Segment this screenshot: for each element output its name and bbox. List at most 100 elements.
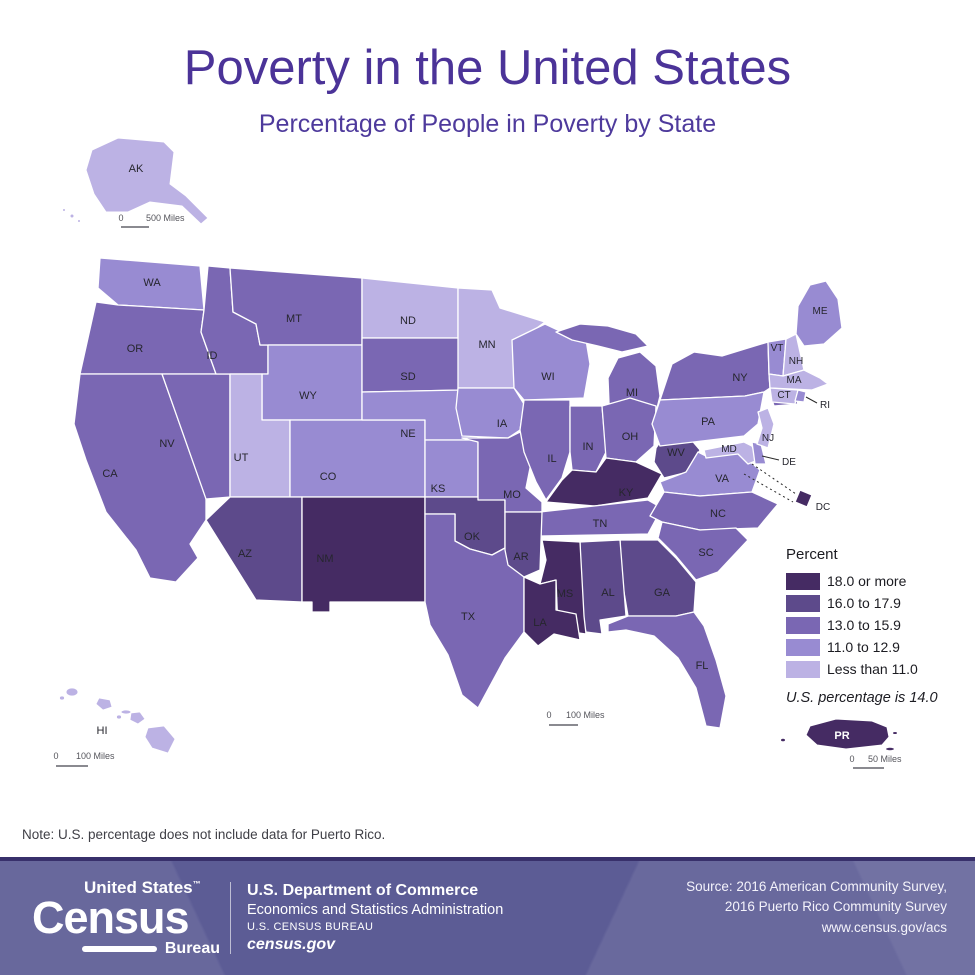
- logo-underline-bar: [82, 946, 157, 953]
- state-ny: [659, 341, 771, 401]
- dept-commerce-line: U.S. Department of Commerce: [247, 881, 479, 899]
- svg-text:0: 0: [53, 751, 58, 761]
- state-dc: [794, 489, 813, 508]
- trademark-symbol: ™: [192, 878, 201, 888]
- state-label-fl: FL: [696, 660, 709, 672]
- svg-text:0: 0: [849, 754, 854, 764]
- page-title: Poverty in the United States: [183, 41, 792, 95]
- state-label-wa: WA: [143, 277, 161, 289]
- state-label-nj: NJ: [762, 433, 774, 444]
- state-label-ut: UT: [234, 452, 249, 464]
- state-label-ok: OK: [464, 531, 481, 543]
- state-label-de: DE: [782, 457, 796, 468]
- state-label-la: LA: [533, 617, 547, 629]
- state-sd: [361, 337, 463, 393]
- state-label-co: CO: [320, 471, 337, 483]
- census-gov-line: census.gov: [247, 936, 336, 954]
- main-map: [73, 257, 843, 729]
- state-mo: [461, 431, 543, 513]
- census-bureau-logo: United States™ Census Bureau: [32, 879, 220, 958]
- puerto-rico-inset: [780, 718, 898, 752]
- logo-census: Census: [32, 891, 190, 943]
- svg-text:100 Miles: 100 Miles: [566, 710, 605, 720]
- state-label-wi: WI: [541, 371, 554, 383]
- state-label-mn: MN: [478, 339, 495, 351]
- state-label-il: IL: [547, 453, 556, 465]
- state-label-nc: NC: [710, 508, 726, 520]
- small-state-labels: VT NH MA CT RI ME NJ MD DE DC: [721, 306, 830, 513]
- pr-island-vieques: [885, 746, 895, 752]
- state-label-ms: MS: [557, 588, 574, 600]
- state-label-wv: WV: [667, 447, 685, 459]
- state-ri: [794, 389, 807, 403]
- footer-divider: [230, 882, 231, 954]
- state-nd: [361, 277, 459, 339]
- state-label-ny: NY: [732, 372, 748, 384]
- source-url: www.census.gov/acs: [821, 919, 947, 935]
- page-subtitle: Percentage of People in Poverty by State: [258, 110, 717, 138]
- dc-callout-line: [751, 463, 797, 495]
- state-label-ia: IA: [497, 418, 508, 430]
- state-label-ks: KS: [431, 483, 446, 495]
- pr-island-culebra: [892, 731, 898, 735]
- hawaii-scale-bar: 0 100 Miles: [53, 751, 115, 767]
- source-line-2: 2016 Puerto Rico Community Survey: [724, 899, 947, 915]
- state-label-nm: NM: [316, 553, 333, 565]
- state-label-al: AL: [601, 587, 614, 599]
- callout-lines: [743, 396, 818, 503]
- hi-island-oahu: [95, 697, 113, 711]
- svg-text:0: 0: [546, 710, 551, 720]
- state-label-mi: MI: [626, 387, 638, 399]
- de-leader-line: [761, 455, 780, 461]
- main-scale-bar: 0 100 Miles: [546, 710, 605, 726]
- state-label-or: OR: [127, 343, 144, 355]
- logo-bureau-row: Bureau: [82, 941, 220, 957]
- ak-aleutian-island: [69, 213, 75, 219]
- footer: United States™ Census Bureau U.S. Depart…: [0, 857, 975, 975]
- svg-text:0: 0: [118, 213, 123, 223]
- department-block: U.S. Department of Commerce Economics an…: [247, 881, 503, 956]
- ak-aleutian-island: [62, 208, 66, 212]
- alaska-scale-bar: 0 500 Miles: [118, 213, 185, 228]
- ri-leader-line: [805, 396, 818, 404]
- legend-swatch-11-to-12-9: [786, 638, 820, 656]
- hi-island-hawaii: [144, 725, 176, 754]
- legend-label: 11.0 to 12.9: [827, 639, 900, 655]
- state-label-dc: DC: [816, 502, 830, 513]
- state-md: [703, 441, 759, 465]
- state-label-id: ID: [207, 350, 218, 362]
- state-ar: [504, 511, 543, 578]
- source-line-1: Source: 2016 American Community Survey,: [686, 879, 947, 894]
- state-label-me: ME: [813, 306, 828, 317]
- legend-row: 18.0 or more: [786, 570, 975, 592]
- state-label-ky: KY: [619, 487, 634, 499]
- legend-swatch-13-to-15-9: [786, 616, 820, 634]
- hi-island-kauai: [65, 687, 79, 697]
- state-label-nh: NH: [789, 356, 803, 367]
- state-ia: [455, 387, 525, 439]
- state-label-mt: MT: [286, 313, 302, 325]
- legend-row: Less than 11.0: [786, 658, 975, 680]
- state-labels: WA OR CA NV ID MT WY UT CO AZ NM ND SD N…: [97, 163, 749, 737]
- state-label-ca: CA: [102, 468, 118, 480]
- footnote: Note: U.S. percentage does not include d…: [22, 827, 386, 842]
- state-oh: [601, 397, 657, 463]
- state-label-sd: SD: [400, 371, 415, 383]
- legend-label: 16.0 to 17.9: [827, 595, 901, 611]
- state-label-ri: RI: [820, 400, 830, 411]
- logo-united-states: United States™: [84, 877, 201, 897]
- svg-text:500 Miles: 500 Miles: [146, 213, 185, 223]
- state-label-in: IN: [583, 441, 594, 453]
- state-label-ga: GA: [654, 587, 671, 599]
- legend-row: 13.0 to 15.9: [786, 614, 975, 636]
- legend: Percent 18.0 or more 16.0 to 17.9 13.0 t…: [786, 546, 975, 706]
- hi-island-maui: [129, 711, 146, 725]
- state-la: [523, 576, 581, 647]
- state-wi: [511, 323, 591, 401]
- state-ky: [545, 457, 663, 507]
- hawaii-inset: [59, 687, 176, 754]
- scale-bars: 0 500 Miles 0 100 Miles 0 100 Miles 0 50…: [53, 213, 902, 769]
- state-label-ak: AK: [129, 163, 144, 175]
- esa-line: Economics and Statistics Administration: [247, 901, 504, 918]
